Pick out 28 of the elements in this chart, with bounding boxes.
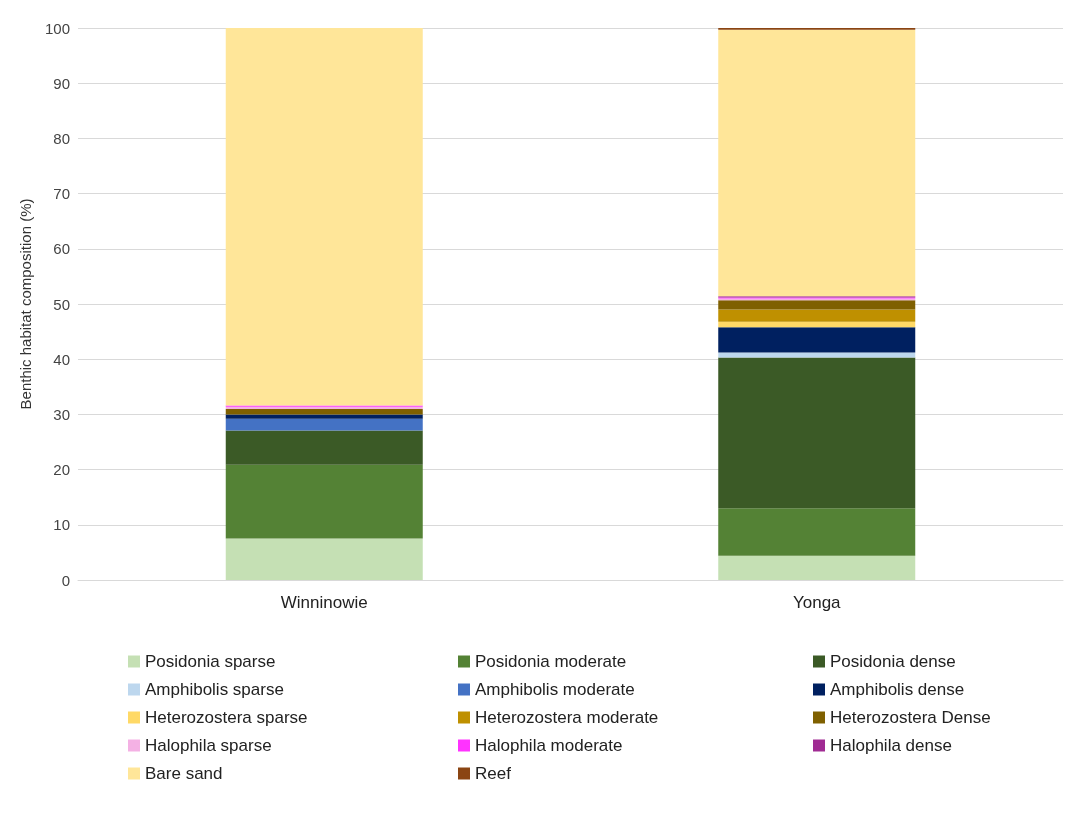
y-axis-title: Benthic habitat composition (%)	[17, 198, 34, 410]
legend-label: Heterozostera sparse	[145, 708, 308, 727]
y-tick-label: 70	[53, 185, 70, 203]
y-tick-label: 0	[61, 571, 70, 589]
y-tick-label: 10	[53, 516, 70, 534]
legend-label: Amphibolis dense	[830, 680, 965, 699]
legend-label: Heterozostera moderate	[475, 708, 659, 727]
y-tick-label: 20	[53, 461, 70, 479]
y-tick-label: 30	[53, 405, 70, 423]
legend-label: Reef	[475, 764, 512, 783]
y-tick-label: 50	[53, 295, 70, 313]
legend-label: Amphibolis moderate	[475, 680, 635, 699]
y-tick-label: 60	[53, 240, 70, 258]
y-tick-label: 100	[44, 19, 70, 37]
y-tick-label: 90	[53, 74, 70, 92]
x-tick-label: Yonga	[792, 593, 842, 612]
x-tick-label: Winninowie	[280, 593, 368, 612]
legend-label: Bare sand	[145, 764, 223, 783]
legend-label: Heterozostera Dense	[830, 708, 991, 727]
legend-label: Posidonia moderate	[475, 652, 627, 671]
legend-label: Amphibolis sparse	[145, 680, 284, 699]
legend-label: Halophila sparse	[145, 736, 272, 755]
legend-label: Halophila moderate	[475, 736, 623, 755]
y-tick-label: 80	[53, 129, 70, 147]
legend-label: Halophila dense	[830, 736, 952, 755]
legend-label: Posidonia dense	[830, 652, 956, 671]
legend-label: Posidonia sparse	[145, 652, 276, 671]
y-tick-label: 40	[53, 350, 70, 368]
